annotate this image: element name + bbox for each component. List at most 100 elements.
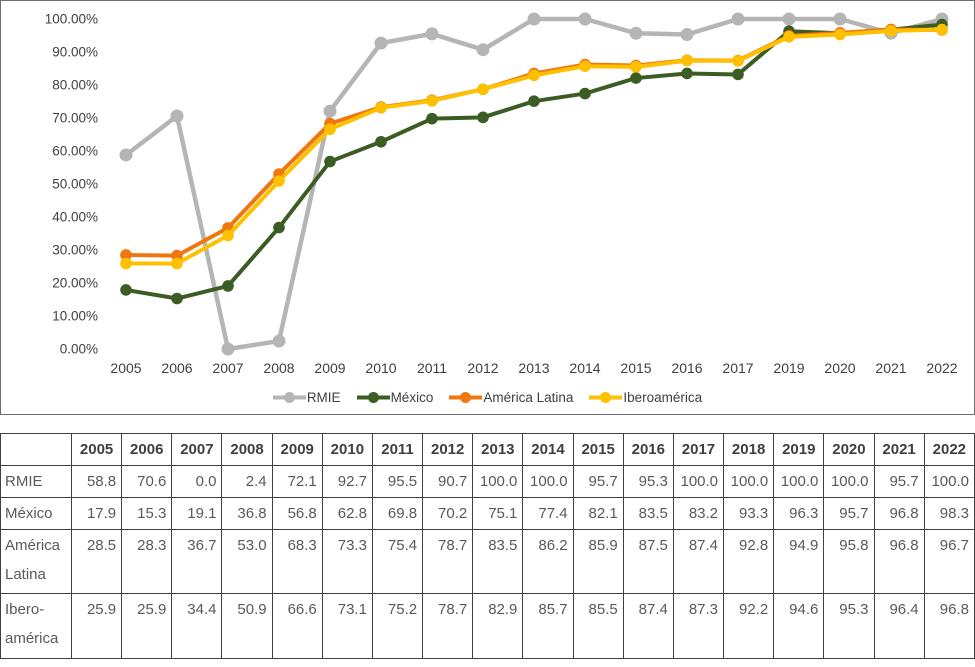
series-point-iberoamerica: [171, 257, 183, 270]
value-cell-america-latina: 95.8: [823, 529, 875, 594]
value-cell-america-latina: 96.7: [923, 529, 975, 594]
x-axis-tick-label: 2015: [620, 360, 651, 376]
year-header: 2014: [522, 433, 574, 466]
legend-item-mexico: México: [356, 390, 433, 405]
series-point-iberoamerica: [375, 101, 387, 114]
series-line-america-latina: [124, 27, 944, 258]
value-cell-mexico: 15.3: [121, 497, 173, 530]
y-axis-tick-label: 40.00%: [52, 210, 98, 225]
y-axis-tick-label: 70.00%: [52, 111, 98, 126]
legend-item-america-latina: América Latina: [449, 390, 573, 405]
series-point-mexico: [630, 72, 642, 84]
series-point-rmie: [527, 12, 541, 26]
year-header: 2012: [422, 433, 474, 466]
x-axis-tick-label: 2013: [518, 360, 549, 376]
line-chart-panel: 100.00% 90.00% 80.00% 70.00% 60.00% 50.00% 40.…: [0, 0, 975, 415]
value-cell-rmie: 95.7: [572, 465, 624, 498]
series-point-rmie: [374, 36, 388, 50]
y-axis-tick-label: 80.00%: [52, 78, 98, 93]
table-body: RMIE 58.8 70.6 0.0 2.4 72.1 92.7 95.5 90.7 100.0 1…: [0, 465, 975, 659]
series-point-iberoamerica: [885, 25, 897, 37]
year-header: 2021: [873, 433, 925, 466]
series-point-iberoamerica: [324, 123, 336, 136]
series-point-america-latina: [120, 249, 132, 261]
value-cell-america-latina: 94.9: [773, 529, 825, 594]
series-point-iberoamerica: [120, 257, 132, 270]
value-cell-iberoamerica: 66.6: [271, 593, 323, 659]
value-cell-mexico: 36.8: [221, 497, 273, 530]
y-axis-tick-label: 20.00%: [52, 276, 98, 291]
x-axis-tick-label: 2017: [722, 360, 753, 376]
legend-label-rmie: RMIE: [306, 389, 341, 405]
row-label-mexico: México: [0, 497, 72, 530]
year-header: 2007: [171, 433, 223, 466]
value-cell-iberoamerica: 78.7: [422, 593, 474, 659]
year-header: 2010: [321, 433, 373, 466]
value-cell-rmie: 2.4: [221, 465, 273, 498]
table-row-mexico: México 17.9 15.3 19.1 36.8 56.8 62.8 69.8 70.2 75…: [0, 497, 975, 530]
value-cell-rmie: 95.7: [873, 465, 925, 498]
year-header: 2013: [472, 433, 524, 466]
value-cell-iberoamerica: 50.9: [221, 593, 273, 659]
value-cell-america-latina: 73.3: [321, 529, 373, 594]
series-point-mexico: [324, 155, 336, 168]
year-header: 2019: [773, 433, 825, 466]
series-point-rmie: [425, 27, 439, 41]
x-axis-tick-label: 2005: [110, 360, 141, 376]
value-cell-america-latina: 87.4: [672, 529, 725, 594]
x-axis-tick-label: 2007: [212, 360, 243, 376]
value-cell-america-latina: 85.9: [572, 529, 624, 594]
value-cell-mexico: 70.2: [422, 497, 474, 530]
y-axis-tick-label: 90.00%: [52, 45, 98, 60]
value-cell-mexico: 96.3: [773, 497, 825, 530]
series-point-iberoamerica: [273, 175, 285, 187]
series-point-mexico: [477, 111, 489, 124]
value-cell-america-latina: 36.7: [171, 529, 223, 594]
value-cell-mexico: 77.4: [522, 497, 574, 530]
table-header: 2005 2006 2007 2008 2009 2010 2011 2012 2013 2014…: [0, 433, 975, 466]
value-cell-iberoamerica: 95.3: [823, 593, 875, 659]
value-cell-america-latina: 53.0: [221, 529, 273, 594]
legend-label-america-latina: América Latina: [483, 389, 574, 405]
series-point-rmie: [323, 104, 337, 118]
value-cell-iberoamerica: 87.3: [672, 593, 725, 659]
value-cell-rmie: 100.0: [522, 465, 574, 498]
value-cell-rmie: 58.8: [70, 465, 123, 498]
value-cell-america-latina: 83.5: [472, 529, 524, 594]
value-cell-iberoamerica: 92.2: [723, 593, 775, 659]
year-header: 2018: [723, 433, 775, 466]
x-axis-tick-label: 2021: [875, 360, 906, 376]
year-header: 2016: [622, 433, 674, 466]
series-point-rmie: [221, 342, 235, 356]
value-cell-mexico: 83.5: [622, 497, 674, 530]
value-cell-iberoamerica: 85.7: [522, 593, 574, 659]
legend-item-rmie: RMIE: [272, 389, 341, 405]
chart-legend: RMIE México América Latina Iberoamérica: [1, 384, 974, 410]
series-point-iberoamerica: [630, 61, 642, 73]
value-cell-iberoamerica: 96.8: [923, 593, 975, 659]
value-cell-america-latina: 87.5: [622, 529, 674, 594]
value-cell-mexico: 56.8: [271, 497, 323, 530]
y-axis-tick-label: 10.00%: [52, 309, 98, 324]
value-cell-iberoamerica: 25.9: [121, 593, 173, 659]
x-axis-tick-label: 2014: [569, 360, 600, 376]
value-cell-america-latina: 68.3: [271, 529, 323, 594]
value-cell-mexico: 62.8: [321, 497, 373, 530]
year-header: 2022: [923, 433, 975, 466]
value-cell-iberoamerica: 82.9: [472, 593, 524, 659]
value-cell-america-latina: 28.5: [70, 529, 123, 594]
year-header: 2009: [271, 433, 323, 466]
value-cell-mexico: 96.8: [873, 497, 925, 530]
series-point-iberoamerica: [783, 31, 795, 43]
legend-label-iberoamerica: Iberoamérica: [623, 389, 703, 405]
value-cell-rmie: 100.0: [472, 465, 524, 498]
series-point-rmie: [629, 26, 643, 40]
value-cell-rmie: 95.5: [371, 465, 424, 498]
year-header: 2008: [221, 433, 273, 466]
series-point-iberoamerica: [834, 28, 846, 41]
series-point-mexico: [222, 280, 234, 292]
series-line-iberoamerica: [124, 27, 944, 266]
row-label-rmie: RMIE: [0, 465, 72, 498]
value-cell-mexico: 17.9: [70, 497, 123, 530]
value-cell-iberoamerica: 96.4: [873, 593, 925, 659]
